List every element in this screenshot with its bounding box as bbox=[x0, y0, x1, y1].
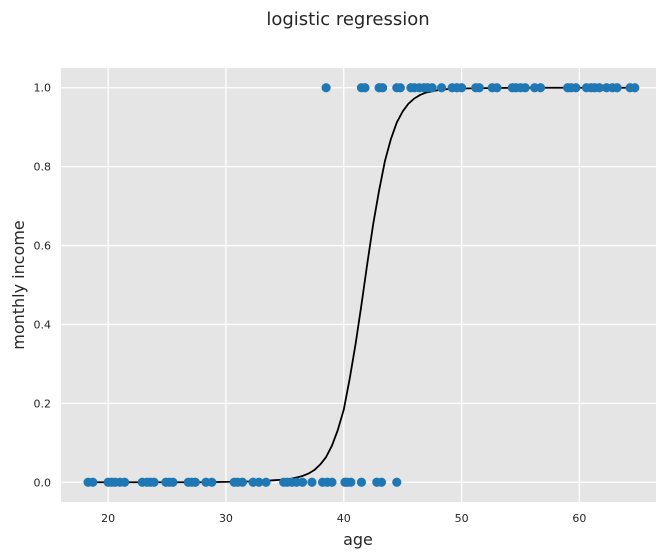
data-point-2 bbox=[88, 477, 98, 487]
data-points bbox=[83, 83, 640, 487]
x-axis-label: age bbox=[343, 530, 373, 549]
data-point-17 bbox=[190, 477, 200, 487]
y-tick-label-4: 0.6 bbox=[34, 240, 52, 253]
y-tick-labels: 0.0 0.2 0.4 0.6 0.8 1.0 bbox=[34, 82, 52, 490]
data-point-80 bbox=[630, 83, 640, 93]
data-point-40 bbox=[376, 477, 387, 487]
data-point-30 bbox=[297, 477, 308, 487]
x-tick-label-1: 20 bbox=[101, 512, 115, 525]
data-point-42 bbox=[321, 83, 331, 93]
data-point-25 bbox=[261, 477, 271, 487]
data-point-78 bbox=[612, 83, 622, 93]
data-point-22 bbox=[237, 477, 248, 487]
data-point-46 bbox=[378, 83, 388, 93]
data-point-60 bbox=[474, 83, 484, 93]
data-point-37 bbox=[346, 477, 356, 487]
x-tick-label-5: 60 bbox=[572, 512, 586, 525]
y-tick-label-3: 0.4 bbox=[34, 318, 52, 331]
data-point-11 bbox=[149, 477, 159, 487]
data-point-62 bbox=[492, 83, 502, 93]
data-point-75 bbox=[594, 83, 605, 93]
y-tick-label-1: 0.0 bbox=[34, 476, 52, 489]
data-point-54 bbox=[427, 83, 437, 93]
data-point-48 bbox=[395, 83, 405, 93]
data-point-55 bbox=[436, 83, 447, 93]
data-point-41 bbox=[392, 477, 402, 487]
data-point-7 bbox=[120, 477, 130, 487]
data-point-58 bbox=[456, 83, 467, 93]
x-tick-label-3: 40 bbox=[337, 512, 351, 525]
x-tick-labels: 20 30 40 50 60 bbox=[101, 512, 586, 525]
data-point-14 bbox=[168, 477, 178, 487]
x-tick-label-4: 50 bbox=[455, 512, 469, 525]
data-point-19 bbox=[207, 477, 217, 487]
data-point-31 bbox=[307, 477, 317, 487]
y-tick-label-5: 0.8 bbox=[34, 161, 52, 174]
data-point-24 bbox=[254, 477, 264, 487]
data-point-34 bbox=[327, 477, 337, 487]
data-point-71 bbox=[571, 83, 581, 93]
data-point-38 bbox=[356, 477, 367, 487]
x-tick-label-2: 30 bbox=[219, 512, 233, 525]
y-tick-label-6: 1.0 bbox=[34, 82, 52, 95]
chart-title: logistic regression bbox=[266, 9, 429, 30]
y-tick-label-2: 0.2 bbox=[34, 397, 52, 410]
plot-area bbox=[61, 68, 656, 502]
data-point-66 bbox=[520, 83, 530, 93]
y-axis-label: monthly income bbox=[9, 220, 28, 350]
data-point-44 bbox=[360, 83, 370, 93]
data-point-68 bbox=[535, 83, 546, 93]
